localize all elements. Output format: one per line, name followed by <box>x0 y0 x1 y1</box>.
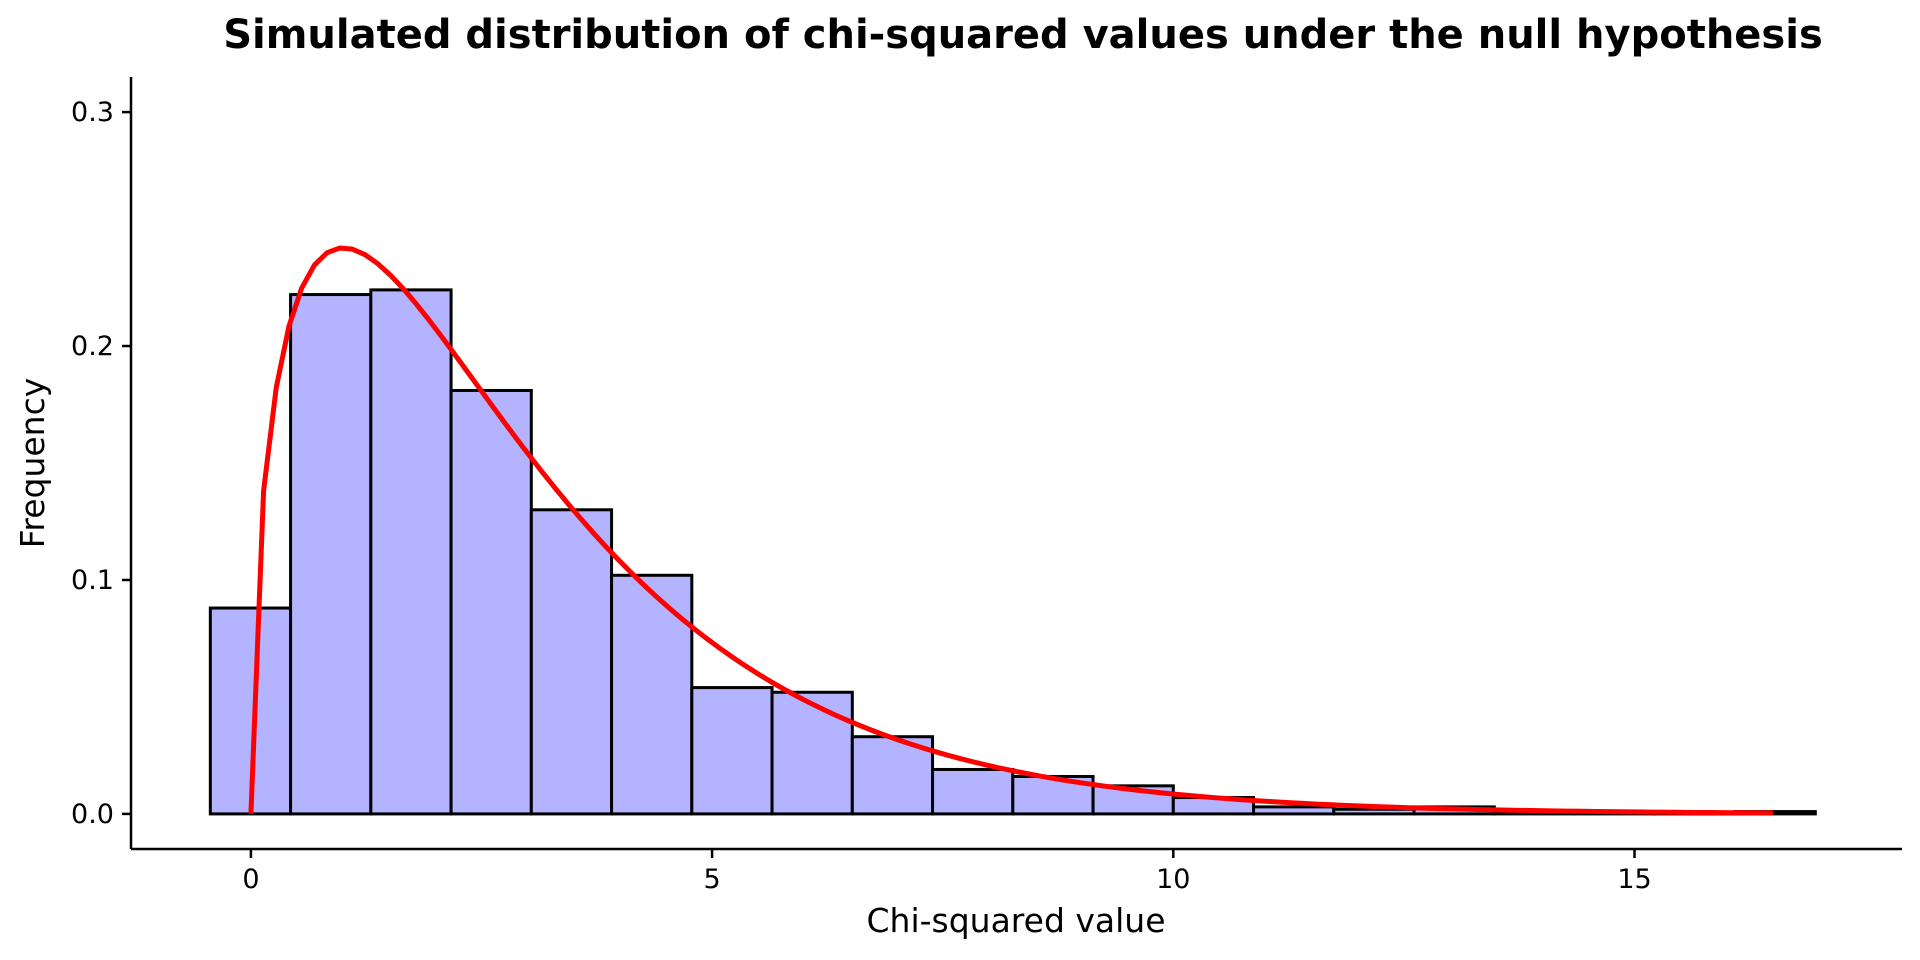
y-axis-label: Frequency <box>13 378 52 548</box>
histogram-bars <box>208 288 1817 816</box>
y-tick-label: 0.2 <box>71 331 114 362</box>
histogram-bar <box>289 293 373 816</box>
histogram-bar <box>1252 805 1336 816</box>
x-tick-label: 10 <box>1156 864 1190 895</box>
chart-title: Simulated distribution of chi-squared va… <box>223 12 1823 58</box>
y-axis-ticks: 0.0 0.1 0.2 0.3 <box>71 97 131 830</box>
x-tick-label: 0 <box>242 864 259 895</box>
y-tick-label: 0.3 <box>71 97 114 128</box>
x-axis-label: Chi-squared value <box>866 901 1165 940</box>
histogram-bar <box>529 508 614 816</box>
x-axis-ticks: 0 5 10 15 <box>242 849 1652 895</box>
histogram-bar <box>770 690 854 816</box>
y-tick-label: 0.1 <box>71 565 114 596</box>
histogram-bar <box>690 686 774 816</box>
histogram-bar <box>449 388 533 816</box>
histogram-bar <box>850 735 935 816</box>
histogram-bar <box>931 767 1015 816</box>
density-curve <box>248 245 1773 816</box>
histogram-bar <box>369 288 453 816</box>
x-tick-label: 15 <box>1617 864 1651 895</box>
x-tick-label: 5 <box>704 864 721 895</box>
histogram-bar <box>610 573 694 816</box>
y-tick-label: 0.0 <box>71 799 114 830</box>
